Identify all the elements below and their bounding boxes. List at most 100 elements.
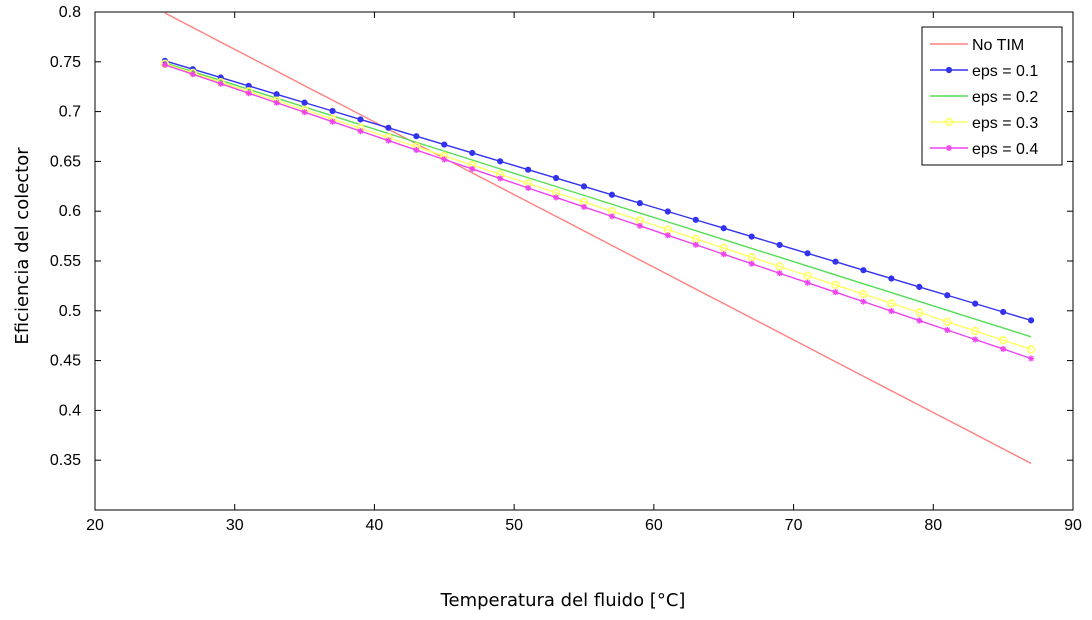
series-2-point xyxy=(888,275,895,282)
series-5-point xyxy=(273,99,280,106)
series-5-point xyxy=(441,156,448,163)
series-2-point xyxy=(301,99,308,106)
series-4 xyxy=(160,59,1036,354)
legend-marker xyxy=(946,145,952,151)
y-tick-label: 0.65 xyxy=(50,153,81,170)
legend-item: eps = 0.2 xyxy=(930,89,1038,106)
series-2-point xyxy=(608,191,616,198)
x-tick-label: 50 xyxy=(505,517,523,534)
series-2-point xyxy=(748,233,755,240)
series-5-point xyxy=(413,147,420,154)
series-5-point xyxy=(469,165,476,172)
series-5-point xyxy=(189,71,196,78)
legend-label: No TIM xyxy=(972,37,1024,54)
series-5-point xyxy=(301,109,308,116)
series-5-point xyxy=(553,194,560,201)
y-tick-label: 0.75 xyxy=(50,54,81,71)
series-5-point xyxy=(357,128,364,135)
series-2-point xyxy=(692,216,699,223)
series-5-point xyxy=(1000,345,1007,352)
series-4-point xyxy=(915,308,924,317)
y-tick-label: 0.4 xyxy=(59,402,81,419)
x-tick-label: 60 xyxy=(645,517,663,534)
series-5-point xyxy=(217,80,224,87)
x-tick-label: 20 xyxy=(86,517,104,534)
legend-label: eps = 0.4 xyxy=(972,141,1038,158)
series-2-point xyxy=(664,208,671,215)
x-tick-label: 80 xyxy=(924,517,942,534)
legend-label: eps = 0.2 xyxy=(972,89,1038,106)
series-5-point xyxy=(776,270,783,277)
x-tick-label: 90 xyxy=(1064,517,1082,534)
series-5 xyxy=(161,61,1035,362)
legend-label: eps = 0.3 xyxy=(972,115,1038,132)
series-5-point xyxy=(497,175,504,182)
series-4-point xyxy=(859,289,868,299)
series-2-point xyxy=(1000,308,1007,316)
y-tick-label: 0.55 xyxy=(50,253,81,270)
series-5-point xyxy=(385,137,392,144)
series-4-point xyxy=(803,271,812,280)
series-4-point xyxy=(887,299,896,308)
series-4-line xyxy=(164,63,1032,351)
y-axis-title: Eficiencia del colector xyxy=(12,147,33,345)
series-1 xyxy=(164,12,1032,465)
legend-marker xyxy=(944,117,954,127)
series-1-line xyxy=(164,12,1032,465)
y-tick-label: 0.45 xyxy=(50,353,81,370)
series-5-point xyxy=(329,118,336,125)
series-4-point xyxy=(943,317,952,326)
series-2-point xyxy=(832,258,839,265)
series-2-point xyxy=(944,292,951,299)
x-tick-label: 30 xyxy=(226,517,244,534)
series-5-point xyxy=(1028,355,1035,362)
series-4-point xyxy=(998,335,1008,345)
series-5-line xyxy=(164,64,1032,360)
series-2-point xyxy=(497,158,504,165)
y-tick-label: 0.7 xyxy=(59,104,81,121)
series-layer xyxy=(160,12,1036,465)
series-5-point xyxy=(636,222,643,229)
series-2-line xyxy=(164,60,1032,322)
series-2-point xyxy=(525,166,532,173)
series-2-point xyxy=(860,267,867,274)
series-2-point xyxy=(916,283,923,290)
series-5-point xyxy=(525,184,532,191)
axes-layer: 20 30 40 50 60 70 80 90 0.35 0.4 0.45 0.5 0.55 0.6 0.6… xyxy=(50,4,1082,534)
legend: No TIM eps = 0.1 eps = 0.2 eps = 0.3 eps = 0… xyxy=(921,26,1063,166)
legend-item: eps = 0.1 xyxy=(930,63,1038,80)
series-2-point xyxy=(413,133,420,140)
series-2-point xyxy=(1027,317,1035,324)
series-3-line xyxy=(164,62,1032,338)
series-5-point xyxy=(245,90,252,97)
series-2-point xyxy=(273,91,280,98)
series-2-point xyxy=(972,300,979,307)
series-2-point xyxy=(552,174,560,182)
series-2-point xyxy=(441,141,448,148)
legend-item: eps = 0.4 xyxy=(930,141,1038,158)
series-2-point xyxy=(469,149,476,157)
series-5-point xyxy=(944,327,951,334)
series-5-point xyxy=(748,260,755,267)
series-4-point xyxy=(775,262,784,271)
series-5-point xyxy=(888,308,895,315)
series-5-point xyxy=(720,251,727,258)
series-5-point xyxy=(916,317,923,324)
legend-label: eps = 0.1 xyxy=(972,63,1038,80)
series-5-point xyxy=(161,61,168,68)
series-2-point xyxy=(580,183,588,190)
series-2-point xyxy=(776,241,783,249)
series-2-point xyxy=(385,124,392,131)
series-2-point xyxy=(636,200,643,207)
series-5-point xyxy=(581,203,587,210)
x-tick-label: 40 xyxy=(366,517,384,534)
series-5-point xyxy=(860,298,867,305)
series-5-point xyxy=(608,213,615,220)
legend-item: eps = 0.3 xyxy=(930,115,1038,132)
series-2-point xyxy=(804,250,811,257)
x-tick-label: 70 xyxy=(785,517,803,534)
series-4-point xyxy=(970,326,980,336)
y-tick-label: 0.35 xyxy=(50,452,81,469)
y-tick-label: 0.5 xyxy=(59,303,81,320)
